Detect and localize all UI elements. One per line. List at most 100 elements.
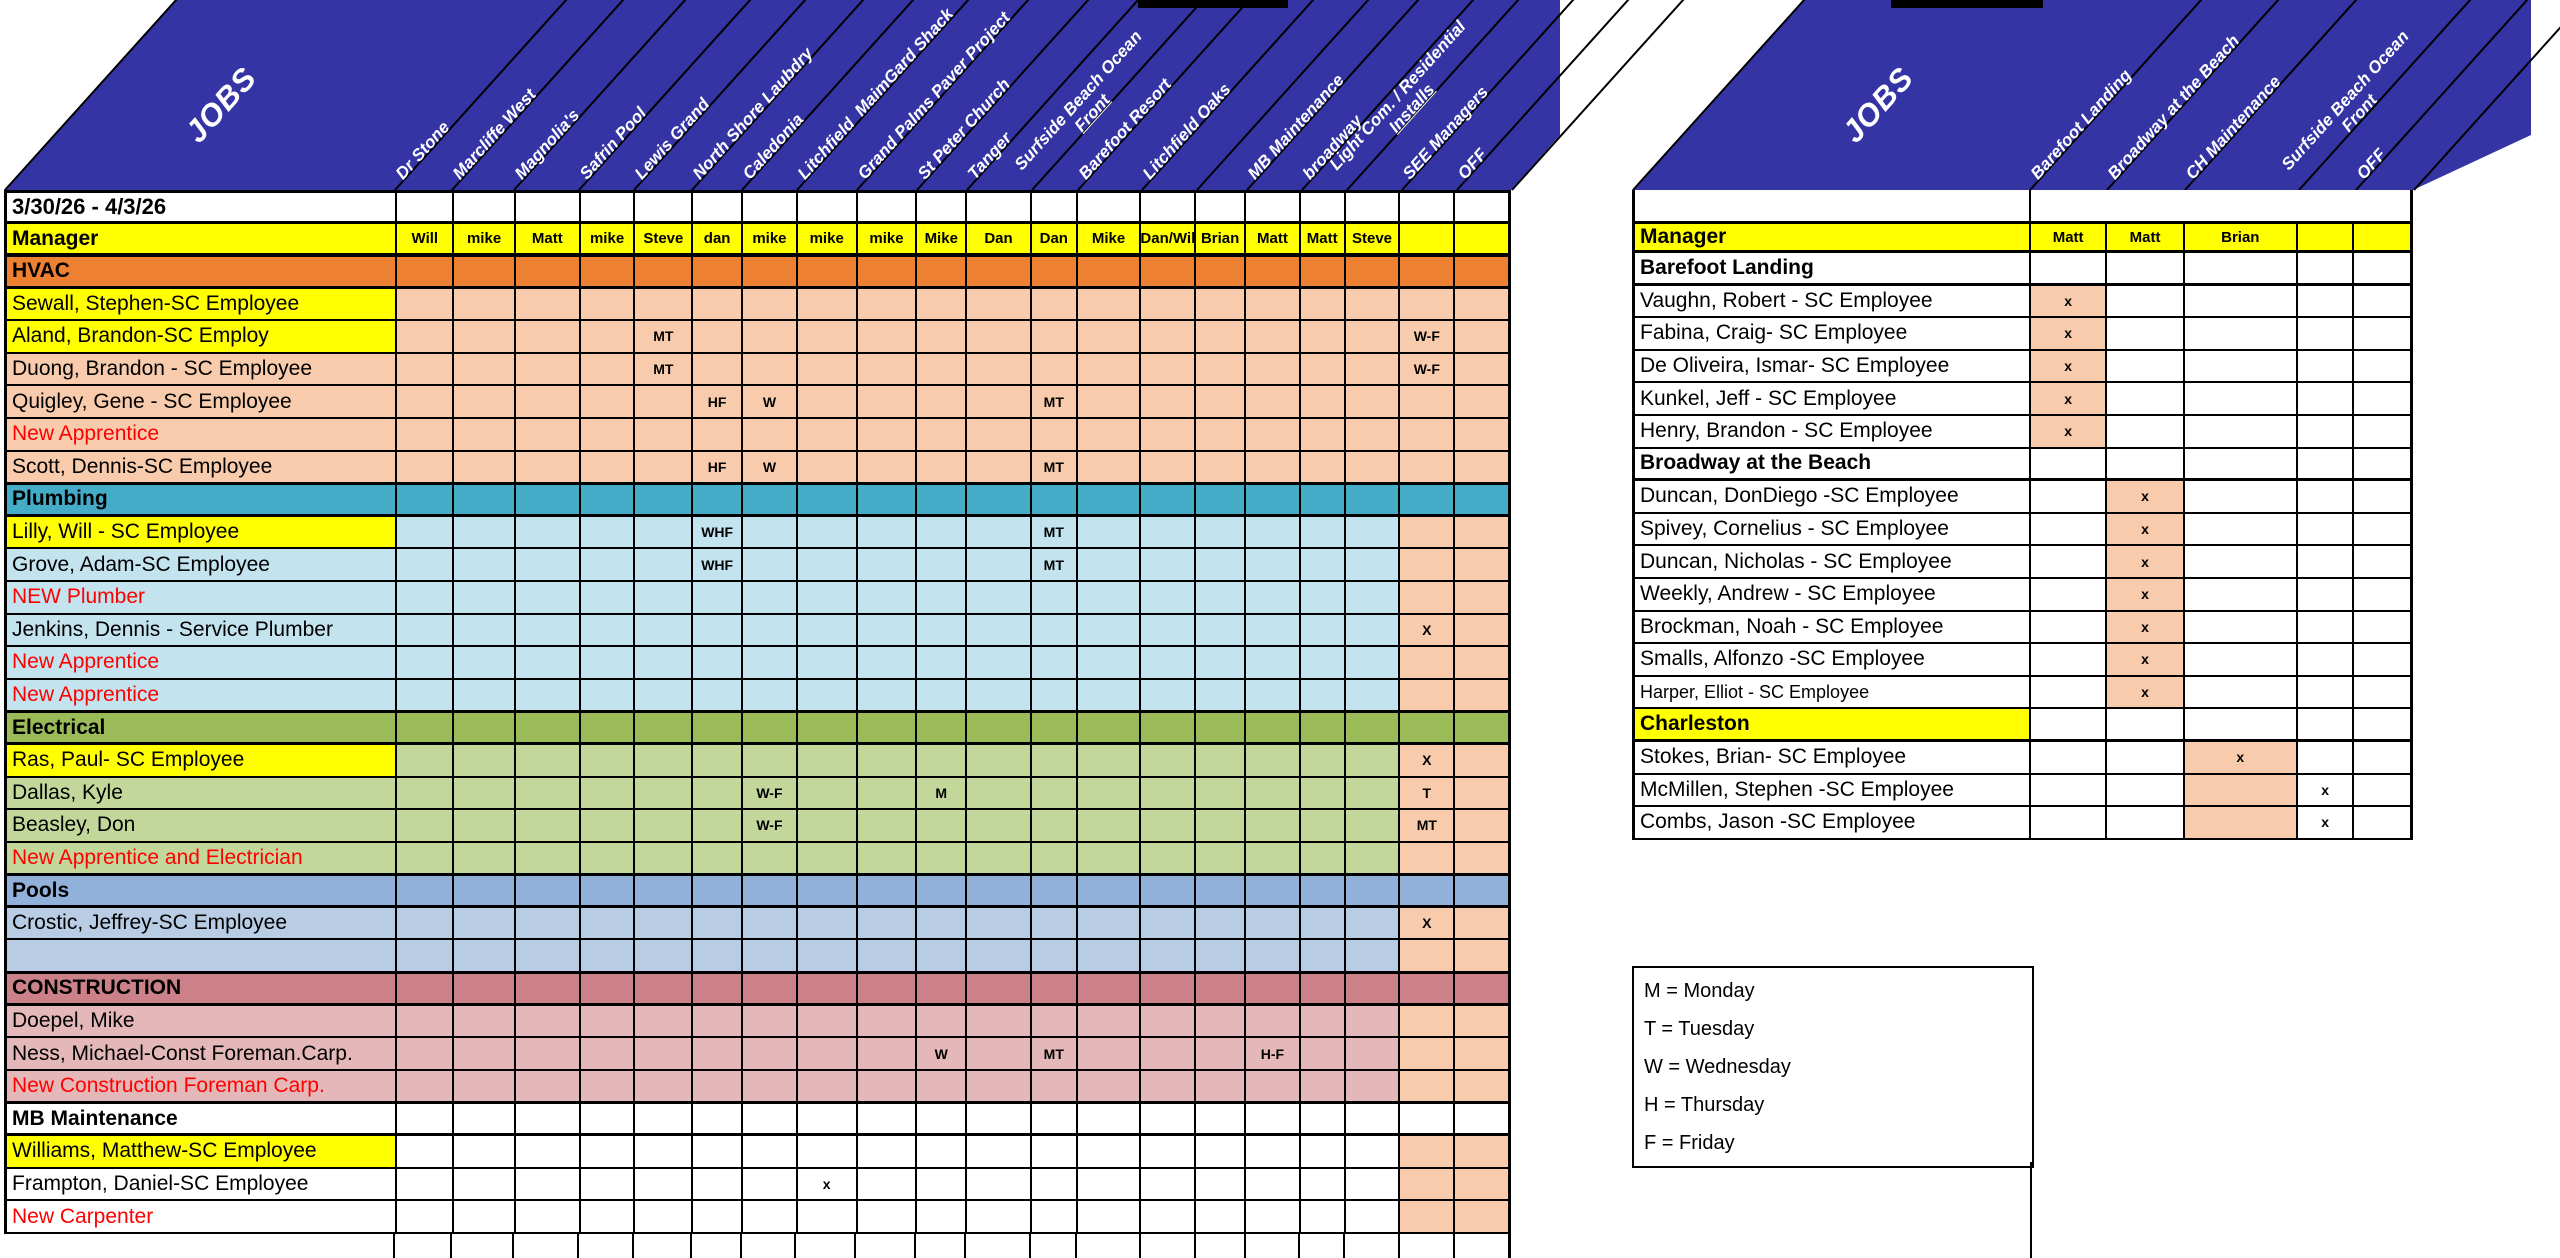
schedule-cell[interactable] — [1029, 647, 1076, 678]
schedule-cell[interactable] — [691, 418, 742, 450]
schedule-cell[interactable] — [2352, 383, 2410, 414]
manager-cell[interactable]: mike — [741, 224, 796, 253]
schedule-cell[interactable] — [2182, 318, 2296, 349]
schedule-cell[interactable] — [1028, 1233, 1075, 1258]
schedule-cell[interactable] — [1343, 1005, 1399, 1037]
schedule-cell[interactable] — [395, 974, 453, 1003]
schedule-cell[interactable] — [2105, 383, 2183, 414]
schedule-cell[interactable] — [795, 353, 856, 385]
schedule-cell[interactable] — [2295, 513, 2353, 545]
schedule-cell[interactable] — [1139, 974, 1195, 1003]
schedule-cell[interactable] — [915, 1104, 966, 1134]
schedule-cell[interactable] — [1029, 842, 1076, 874]
schedule-cell[interactable] — [855, 614, 916, 646]
schedule-cell[interactable] — [452, 1136, 514, 1167]
schedule-cell[interactable] — [1298, 744, 1344, 776]
schedule-cell[interactable] — [691, 485, 742, 514]
schedule-cell[interactable] — [1453, 777, 1508, 809]
schedule-cell[interactable] — [2352, 676, 2410, 708]
schedule-cell[interactable]: MT — [1029, 516, 1076, 548]
schedule-cell[interactable] — [2295, 285, 2353, 317]
schedule-cell[interactable] — [1139, 549, 1195, 580]
section-header-cell[interactable]: Plumbing — [7, 485, 396, 514]
schedule-cell[interactable] — [1298, 1005, 1344, 1037]
schedule-cell[interactable] — [1398, 1136, 1454, 1167]
schedule-cell[interactable] — [965, 876, 1030, 905]
manager-cell[interactable]: Mike — [915, 224, 966, 253]
schedule-cell[interactable]: X — [1398, 614, 1454, 646]
schedule-cell[interactable] — [1139, 614, 1195, 646]
schedule-cell[interactable] — [741, 516, 796, 548]
employee-name-cell[interactable]: De Oliveira, Ismar- SC Employee — [1635, 350, 2029, 382]
schedule-cell[interactable] — [2105, 350, 2183, 382]
schedule-cell[interactable]: W — [741, 451, 796, 483]
employee-name-cell[interactable]: New Apprentice — [7, 679, 396, 711]
schedule-cell[interactable] — [1398, 876, 1454, 905]
schedule-cell[interactable] — [631, 1233, 690, 1258]
schedule-cell[interactable] — [1075, 386, 1140, 417]
schedule-cell[interactable] — [741, 907, 796, 939]
schedule-cell[interactable] — [855, 353, 916, 385]
manager-cell[interactable]: Matt — [1298, 224, 1344, 253]
schedule-cell[interactable] — [965, 1005, 1030, 1037]
schedule-cell[interactable] — [452, 777, 514, 809]
schedule-cell[interactable] — [1194, 549, 1245, 580]
schedule-cell[interactable] — [1075, 810, 1140, 841]
schedule-cell[interactable] — [965, 451, 1030, 483]
schedule-cell[interactable] — [1398, 940, 1454, 972]
schedule-cell[interactable] — [1194, 1136, 1245, 1167]
schedule-cell[interactable] — [1398, 549, 1454, 580]
schedule-cell[interactable] — [915, 549, 966, 580]
schedule-cell[interactable] — [1075, 288, 1140, 320]
schedule-cell[interactable] — [1075, 713, 1140, 742]
schedule-cell[interactable] — [915, 257, 966, 286]
schedule-cell[interactable] — [1139, 451, 1195, 483]
schedule-cell[interactable]: X — [1398, 907, 1454, 939]
schedule-cell[interactable] — [1139, 647, 1195, 678]
schedule-cell[interactable] — [915, 418, 966, 450]
schedule-cell[interactable] — [795, 614, 856, 646]
schedule-cell[interactable] — [2028, 513, 2106, 545]
schedule-cell[interactable] — [2295, 741, 2353, 773]
schedule-cell[interactable] — [2352, 350, 2410, 382]
schedule-cell[interactable] — [1453, 386, 1508, 417]
schedule-cell[interactable] — [1453, 581, 1508, 613]
schedule-cell[interactable] — [1244, 1168, 1299, 1200]
schedule-cell[interactable] — [513, 1104, 579, 1134]
schedule-cell[interactable] — [2028, 253, 2106, 283]
schedule-cell[interactable] — [1398, 1070, 1454, 1102]
schedule-cell[interactable] — [1194, 1104, 1245, 1134]
employee-name-cell[interactable]: Smalls, Alfonzo -SC Employee — [1635, 644, 2029, 675]
schedule-cell[interactable] — [691, 1005, 742, 1037]
schedule-cell[interactable] — [691, 744, 742, 776]
schedule-cell[interactable] — [1194, 744, 1245, 776]
schedule-cell[interactable] — [795, 257, 856, 286]
schedule-cell[interactable] — [1194, 713, 1245, 742]
schedule-cell[interactable] — [633, 1038, 692, 1069]
schedule-cell[interactable] — [741, 647, 796, 678]
schedule-cell[interactable]: x — [2105, 611, 2183, 643]
schedule-cell[interactable] — [795, 647, 856, 678]
schedule-cell[interactable] — [1075, 257, 1140, 286]
schedule-cell[interactable] — [965, 713, 1030, 742]
schedule-cell[interactable] — [1075, 418, 1140, 450]
employee-name-cell[interactable]: New Carpenter — [7, 1201, 396, 1232]
schedule-cell[interactable] — [2182, 415, 2296, 447]
schedule-cell[interactable] — [855, 810, 916, 841]
schedule-cell[interactable] — [395, 1168, 453, 1200]
employee-name-cell[interactable]: McMillen, Stephen -SC Employee — [1635, 774, 2029, 806]
schedule-cell[interactable] — [1244, 549, 1299, 580]
schedule-cell[interactable]: MT — [1029, 1038, 1076, 1069]
schedule-cell[interactable] — [452, 1070, 514, 1102]
schedule-cell[interactable] — [855, 1005, 916, 1037]
schedule-cell[interactable] — [1298, 876, 1344, 905]
schedule-cell[interactable] — [965, 386, 1030, 417]
employee-name-cell[interactable]: Grove, Adam-SC Employee — [7, 549, 396, 580]
schedule-cell[interactable] — [452, 418, 514, 450]
schedule-cell[interactable] — [1298, 679, 1344, 711]
schedule-cell[interactable] — [691, 810, 742, 841]
schedule-cell[interactable] — [855, 1168, 916, 1200]
schedule-cell[interactable] — [1343, 1233, 1399, 1258]
schedule-cell[interactable] — [578, 288, 634, 320]
schedule-cell[interactable] — [1138, 1233, 1194, 1258]
